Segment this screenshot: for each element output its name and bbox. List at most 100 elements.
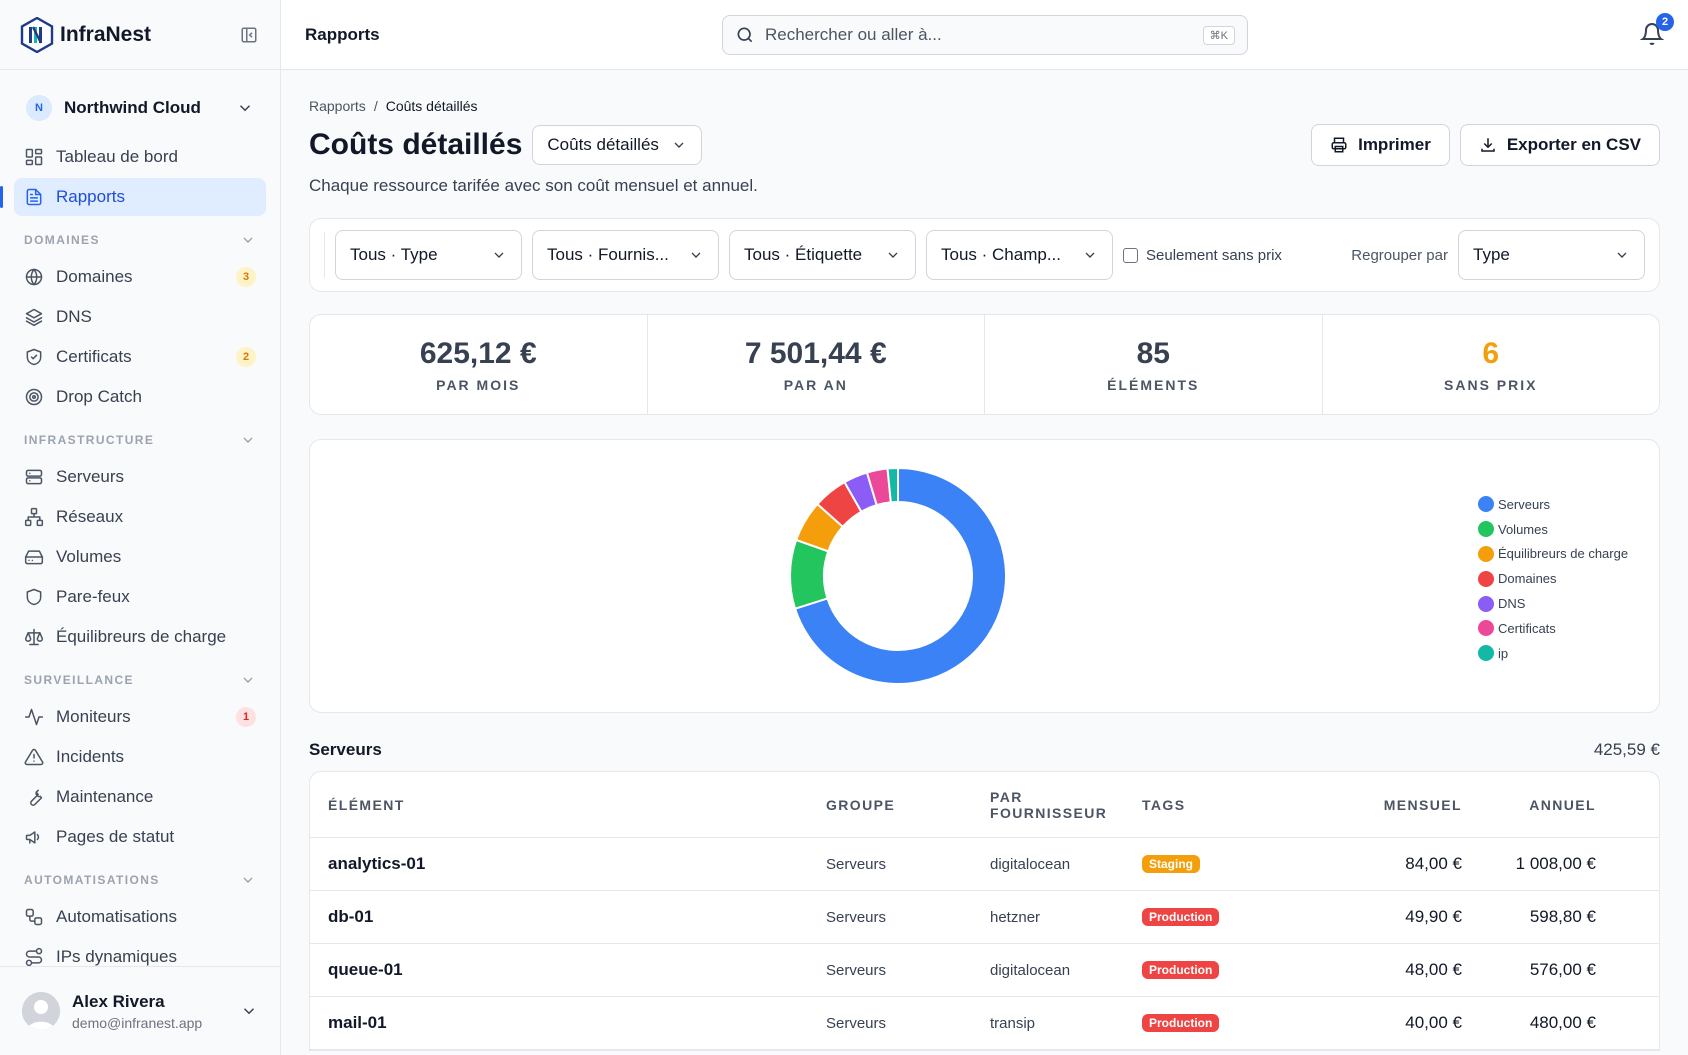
- count-badge: 3: [236, 267, 256, 287]
- unpriced-only-label: Seulement sans prix: [1146, 246, 1282, 264]
- sidebar-item[interactable]: Moniteurs 1: [14, 698, 266, 736]
- cell-annual: 598,80 €: [1529, 907, 1596, 926]
- table-row[interactable]: queue-01 Serveurs digitalocean Production 48…: [310, 944, 1659, 997]
- org-switcher[interactable]: N Northwind Cloud: [14, 86, 266, 130]
- sidebar-item[interactable]: Réseaux: [14, 498, 266, 536]
- legend-item[interactable]: Équilibreurs de charge: [1478, 542, 1628, 567]
- tag-filter[interactable]: Tous · Étiquette: [729, 230, 916, 280]
- col-monthly[interactable]: MENSUEL: [1383, 796, 1462, 813]
- user-email: demo@infranest.app: [72, 1014, 203, 1031]
- sidebar-item[interactable]: DNS: [14, 298, 266, 336]
- section-header[interactable]: INFRASTRUCTURE: [14, 418, 266, 456]
- type-filter[interactable]: Tous · Type: [335, 230, 522, 280]
- col-provider-line2: FOURNISSEUR: [990, 804, 1108, 821]
- table-body: analytics-01 Serveurs digitalocean Staging 8…: [310, 838, 1659, 1050]
- tag-badge: Production: [1142, 908, 1220, 926]
- col-group[interactable]: GROUPE: [826, 796, 896, 813]
- export-csv-button[interactable]: Exporter en CSV: [1459, 124, 1660, 166]
- col-provider-line1: PAR: [990, 788, 1023, 805]
- chevron-down-icon: [243, 437, 253, 443]
- checkbox-box[interactable]: [1123, 247, 1138, 263]
- sidebar-item[interactable]: Maintenance: [14, 778, 266, 816]
- sidebar-item[interactable]: IPs dynamiques: [14, 938, 266, 976]
- export-label: Exporter en CSV: [1506, 135, 1641, 154]
- cell-group: Serveurs: [826, 908, 887, 926]
- section-title: DOMAINES: [24, 233, 100, 247]
- field-filter[interactable]: Tous · Champ...: [926, 230, 1113, 280]
- legend-item[interactable]: Serveurs: [1478, 492, 1628, 517]
- legend-item[interactable]: Domaines: [1478, 566, 1628, 591]
- page-subtitle: Chaque ressource tarifée avec son coût m…: [309, 176, 758, 195]
- sidebar-item[interactable]: Incidents: [14, 738, 266, 776]
- sidebar-item-0[interactable]: Tableau de bord: [14, 138, 266, 176]
- table-row[interactable]: db-01 Serveurs hetzner Production 49,90 € 598…: [310, 891, 1659, 944]
- legend-label: Domaines: [1498, 571, 1557, 587]
- cell-tags: Production: [1142, 961, 1292, 979]
- breadcrumb-current: Coûts détaillés: [385, 98, 478, 114]
- bell-icon[interactable]: [1640, 22, 1664, 46]
- sidebar-item[interactable]: Certificats 2: [14, 338, 266, 376]
- group-by-select[interactable]: Type: [1458, 230, 1645, 280]
- legend-item[interactable]: Volumes: [1478, 517, 1628, 542]
- sidebar-item[interactable]: Pare-feux: [14, 578, 266, 616]
- table-row[interactable]: analytics-01 Serveurs digitalocean Staging 8…: [310, 838, 1659, 891]
- chevron-down-icon: [1085, 252, 1095, 258]
- col-element[interactable]: ÉLÉMENT: [328, 796, 405, 813]
- wrench-icon: [30, 789, 43, 806]
- donut-slice-ip[interactable]: [886, 466, 899, 504]
- brand-name: InfraNest: [60, 22, 152, 46]
- sidebar-item-1[interactable]: Rapports: [0, 178, 266, 216]
- sidebar-item[interactable]: Drop Catch: [14, 378, 266, 416]
- provider-filter[interactable]: Tous · Fournis...: [532, 230, 719, 280]
- chevron-down-icon: [243, 877, 253, 883]
- dashboard-icon: [25, 148, 43, 166]
- server-icon: [25, 469, 43, 485]
- sidebar-item[interactable]: Automatisations: [14, 898, 266, 936]
- cell-monthly: 40,00 €: [1405, 1013, 1462, 1032]
- group-header: Serveurs 425,59 €: [309, 739, 1660, 761]
- download-icon: [1481, 138, 1495, 152]
- section-header[interactable]: AUTOMATISATIONS: [14, 858, 266, 896]
- donut-slice-serveurs[interactable]: [793, 466, 1007, 685]
- breadcrumb-root[interactable]: Rapports: [309, 98, 366, 114]
- sidebar-item-label: Réseaux: [56, 507, 124, 526]
- table-row[interactable]: mail-01 Serveurs transip Production 40,00 € 4…: [310, 997, 1659, 1050]
- chevron-down-icon: [239, 105, 251, 112]
- stat-value: 6: [1482, 336, 1500, 370]
- sidebar-item[interactable]: Équilibreurs de charge: [14, 618, 266, 656]
- sidebar-item-label: Serveurs: [56, 467, 125, 486]
- legend-swatch: [1478, 620, 1494, 637]
- report-view-select[interactable]: Coûts détaillés: [532, 125, 702, 165]
- sidebar-item-label: Volumes: [56, 547, 122, 566]
- cell-tags: Production: [1142, 908, 1292, 926]
- sidebar-item[interactable]: Serveurs: [14, 458, 266, 496]
- legend-item[interactable]: ip: [1478, 641, 1628, 666]
- filters-divider: [324, 232, 325, 278]
- section-header[interactable]: DOMAINES: [14, 218, 266, 256]
- legend-swatch: [1478, 645, 1494, 662]
- chevron-down-icon: [243, 677, 253, 683]
- stat-card: 6 SANS PRIX: [1323, 315, 1660, 414]
- unpriced-only-checkbox[interactable]: Seulement sans prix: [1123, 247, 1282, 264]
- legend-item[interactable]: Certificats: [1478, 616, 1628, 641]
- search-input[interactable]: Rechercher ou aller à... ⌘K: [722, 15, 1248, 55]
- main-content: Rapports / Coûts détaillés Coûts détaill…: [281, 70, 1688, 1055]
- group-by-value: Type: [1473, 245, 1510, 264]
- section-title: INFRASTRUCTURE: [24, 433, 155, 447]
- sidebar-toggle-icon: [241, 27, 257, 42]
- user-menu[interactable]: Alex Rivera demo@infranest.app: [0, 966, 280, 1055]
- sidebar-item[interactable]: Pages de statut: [14, 818, 266, 856]
- sidebar-item[interactable]: Domaines 3: [14, 258, 266, 296]
- tag-badge: Production: [1142, 961, 1220, 979]
- table-header: ÉLÉMENT GROUPE PAR FOURNISSEUR TAGS MENS…: [310, 772, 1659, 838]
- legend-item[interactable]: DNS: [1478, 591, 1628, 616]
- sidebar-item[interactable]: Volumes: [14, 538, 266, 576]
- filters-bar: Tous · Type Tous · Fournis... Tous · Éti…: [309, 218, 1660, 292]
- col-provider[interactable]: PAR FOURNISSEUR: [990, 789, 1142, 821]
- donut-chart: [789, 466, 1007, 685]
- print-button[interactable]: Imprimer: [1311, 124, 1450, 166]
- col-annual[interactable]: ANNUEL: [1529, 796, 1596, 813]
- sidebar-collapse-button[interactable]: [238, 24, 260, 46]
- cell-group: Serveurs: [826, 1014, 887, 1032]
- section-header[interactable]: SURVEILLANCE: [14, 658, 266, 696]
